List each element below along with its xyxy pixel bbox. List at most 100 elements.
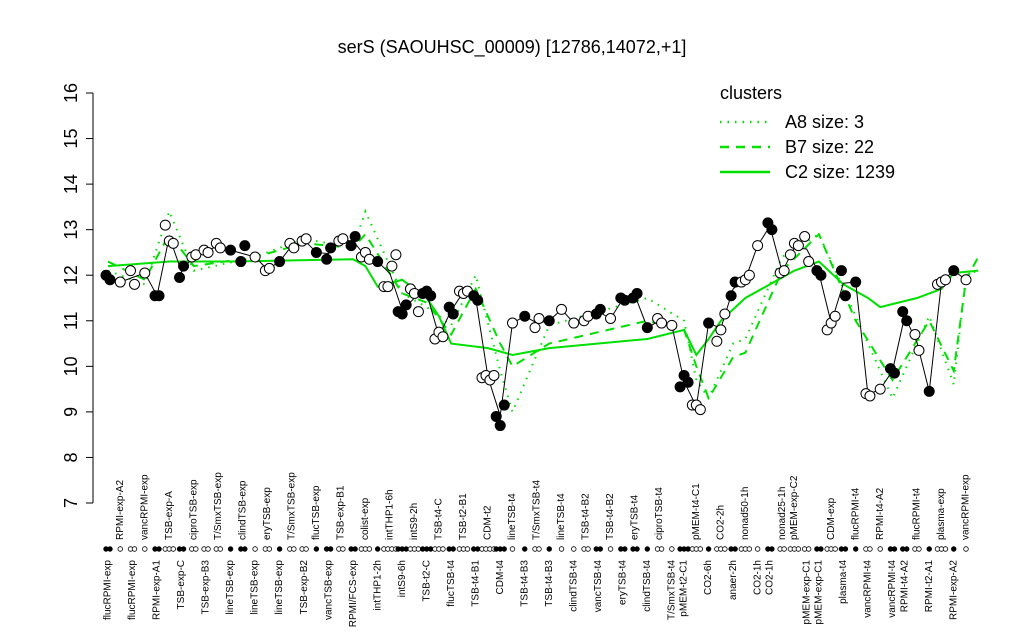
x-label: T/SmxTSB-t4 [666, 560, 677, 620]
sample-dot [916, 546, 922, 552]
data-point [752, 240, 764, 252]
data-point [897, 306, 909, 318]
x-label: eryTSB-t4 [617, 560, 628, 605]
sample-dot [769, 546, 775, 552]
sample-dot [131, 546, 138, 552]
x-label: lineTSB-exp [250, 560, 261, 615]
data-point [719, 308, 731, 320]
sample-dot [536, 546, 542, 552]
y-tick-label: 8 [61, 452, 81, 462]
sample-dot [585, 546, 591, 552]
sample-dot [352, 546, 358, 552]
data-point [631, 287, 643, 299]
x-label: T/SmxTSB-exp [286, 472, 297, 540]
data-point [390, 249, 402, 261]
data-point [114, 276, 126, 288]
data-point [901, 315, 913, 327]
y-tick-label: 10 [61, 356, 81, 376]
x-label: flucRPMI-exp [103, 560, 114, 620]
data-point [321, 253, 333, 265]
data-point [568, 317, 580, 329]
data-point [235, 256, 247, 268]
data-point [850, 276, 862, 288]
sample-dot [732, 546, 738, 552]
sample-dot [227, 546, 234, 552]
sample-dot [781, 546, 787, 552]
x-label: TSB-t2-B1 [458, 493, 469, 540]
x-label: ciproTSB-exp [188, 479, 199, 540]
data-point [666, 319, 678, 331]
data-point [529, 322, 541, 334]
data-point [743, 269, 755, 281]
x-label: vancRPMI-t4 [887, 560, 898, 618]
sample-dot [252, 546, 258, 552]
data-point [382, 281, 394, 293]
sample-dot [805, 546, 812, 552]
x-label: CO2-2h [715, 505, 726, 540]
data-point [641, 322, 653, 334]
x-label: pMEM-t4-C1 [691, 483, 702, 540]
x-label: colist-exp [360, 497, 371, 540]
y-tick-label: 14 [61, 174, 81, 194]
sample-dot [156, 546, 162, 552]
sample-dot [303, 546, 309, 552]
data-point [792, 240, 804, 252]
sample-dot [607, 546, 614, 552]
x-label: pMEM-exp-C2 [789, 475, 800, 540]
x-label: flucRPMI-t4 [850, 487, 861, 540]
data-point [913, 344, 925, 356]
x-label: vancRPMI-t4 [863, 560, 874, 618]
data-point [803, 256, 815, 268]
data-point [288, 242, 300, 254]
data-point [533, 313, 545, 324]
chart-title: serS (SAOUHSC_00009) [12786,14072,+1] [338, 37, 687, 58]
x-label: RPMI/FCS-exp [348, 560, 359, 628]
x-label: nonad50-1h [740, 487, 751, 540]
data-point [472, 294, 484, 306]
x-label: CO2-1h [765, 560, 776, 595]
sample-dot [818, 546, 824, 552]
data-point [225, 244, 237, 256]
sample-dot [705, 546, 712, 552]
data-point [447, 308, 459, 320]
data-point [682, 376, 694, 388]
x-label: vancTSB-exp [323, 560, 334, 620]
data-point [300, 233, 312, 245]
x-label: TSB-exp-B2 [299, 560, 310, 615]
data-point [835, 265, 847, 277]
x-label: eryTSB-exp [262, 487, 273, 540]
sample-dot [266, 546, 273, 552]
x-label: clindTSB-t4 [568, 560, 579, 612]
data-point [829, 310, 841, 322]
sample-dot [795, 546, 802, 552]
data-point [799, 231, 811, 242]
data-point [129, 278, 141, 290]
x-label: pMEM-t2-C1 [679, 560, 690, 617]
x-label: RPMI-exp-A1 [152, 560, 163, 620]
sample-dot [867, 546, 873, 552]
data-point [345, 240, 357, 252]
cluster-line [107, 258, 979, 357]
data-point [263, 262, 275, 274]
y-tick-label: 7 [61, 498, 81, 508]
sample-dot [963, 546, 969, 552]
data-point [703, 317, 715, 329]
data-point [864, 390, 876, 402]
data-point [386, 260, 398, 272]
x-label: intTHP1-6h [385, 489, 396, 540]
y-tick-label: 15 [61, 129, 81, 149]
sample-dot [546, 546, 552, 552]
x-label: TSB-t4-B3 [519, 560, 530, 607]
x-label: intS9-2h [409, 503, 420, 540]
sample-dot [107, 546, 113, 552]
data-point [948, 265, 960, 277]
sample-dot [904, 546, 910, 552]
sample-dot [242, 546, 248, 552]
data-point [543, 315, 555, 327]
x-label: lineTSB-exp [225, 560, 236, 615]
sample-dot [276, 546, 283, 552]
x-label: ciproTSB-t4 [654, 487, 665, 540]
sample-dot [501, 546, 507, 552]
